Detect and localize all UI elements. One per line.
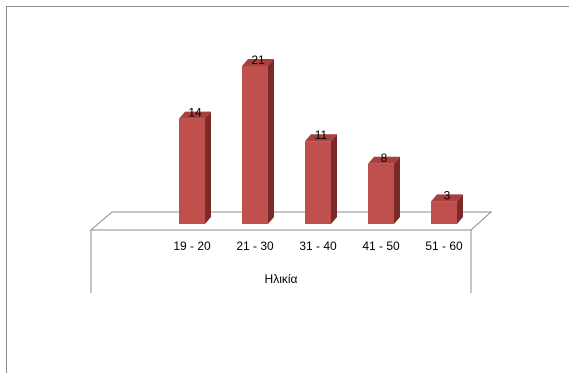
data-label: 3	[444, 188, 451, 202]
bar-front-face	[179, 118, 205, 224]
bar-front-face	[242, 66, 268, 224]
category-tick-label: 31 - 40	[299, 239, 337, 253]
data-labels-layer: 14 21 11 8 3	[188, 53, 450, 202]
bar-front-face	[431, 201, 457, 224]
category-tick-label: 51 - 60	[425, 239, 463, 253]
bar-top-face	[242, 59, 274, 66]
category-tick-label: 21 - 30	[236, 239, 274, 253]
bar-side-face	[394, 156, 400, 224]
bar-side-face	[457, 194, 463, 224]
bar-2	[242, 59, 274, 224]
bar-top-face	[431, 194, 463, 202]
data-label: 11	[315, 128, 328, 142]
bar-4	[368, 156, 400, 224]
bar-side-face	[268, 59, 274, 224]
bar-top-face	[305, 134, 337, 142]
category-tick-label: 19 - 20	[173, 239, 211, 253]
category-tick-label: 41 - 50	[362, 239, 400, 253]
bar-3	[305, 134, 337, 224]
bar-top-face	[368, 156, 400, 164]
bar-5	[431, 194, 463, 224]
bar-front-face	[305, 141, 331, 224]
chart-frame	[6, 6, 569, 373]
bar-side-face	[331, 134, 337, 224]
data-label: 21	[251, 53, 265, 67]
bar-side-face	[205, 111, 211, 224]
category-ticks-layer: 19 - 20 21 - 30 31 - 40 41 - 50 51 - 60	[173, 239, 463, 253]
x-axis-title: Ηλικία	[265, 272, 298, 286]
bar-1	[179, 111, 211, 224]
data-label: 8	[381, 151, 388, 165]
bar-front-face	[368, 163, 394, 224]
bar-top-face	[179, 111, 211, 119]
data-label: 14	[188, 106, 202, 120]
bars-layer	[179, 59, 463, 224]
